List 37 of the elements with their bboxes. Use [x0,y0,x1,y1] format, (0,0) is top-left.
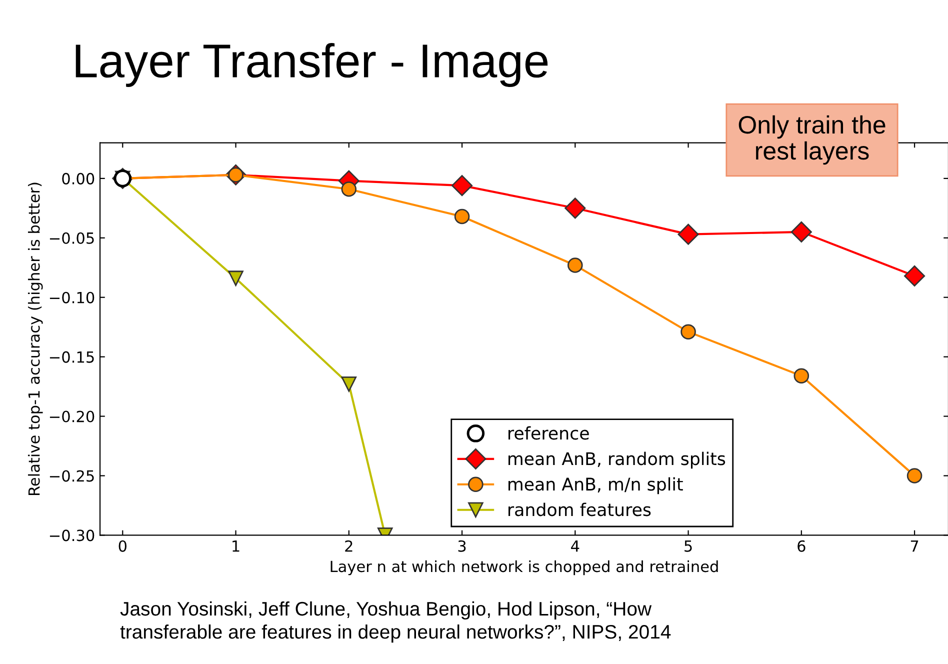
x-tick-label: 6 [798,540,806,552]
x-tick-label: 7 [910,540,918,552]
point [904,265,926,286]
y-tick-label: −0.25 [50,470,94,482]
legend-label: mean AnB, random splits [508,452,726,469]
legend-label: reference [508,426,589,440]
x-tick-label: 3 [458,540,466,552]
annotation: Only train the rest layers [738,115,886,165]
y-tick-label: 0.00 [62,172,94,184]
legend-label: random features [508,502,651,516]
x-tick-label: 2 [345,540,352,552]
y-tick-label: −0.10 [50,292,94,304]
legend-label: mean AnB, m/n split [508,477,683,494]
chart-title: Layer Transfer - Image [76,43,548,88]
point [452,175,473,196]
x-tick-label: 5 [684,540,692,552]
x-tick-label: 4 [571,540,580,552]
point [678,224,699,245]
y-axis-title: Relative top-1 accuracy (higher is better) [28,182,43,495]
y-tick-label: −0.05 [50,232,94,244]
y-tick-label: −0.15 [50,351,94,363]
point [564,198,586,219]
point [341,376,357,392]
x-tick-label: 0 [118,540,126,552]
point [790,221,812,242]
point [228,270,244,286]
point [680,324,696,340]
point [906,468,922,484]
point [568,258,583,273]
text: Jason Yosinski, Jeff Clune, Yoshua Bengio, Hod Lipson, “How transferable are features in deep neural networks?”, NIPS, 2014 [120,601,671,643]
point [794,368,810,384]
point [341,182,357,197]
x-tick-label: 1 [232,540,240,552]
point [454,208,470,224]
x-axis-title: Layer n at which network is chopped and retrained [330,560,718,576]
y-tick-label: −0.20 [50,410,94,422]
y-tick-label: −0.30 [50,530,94,542]
